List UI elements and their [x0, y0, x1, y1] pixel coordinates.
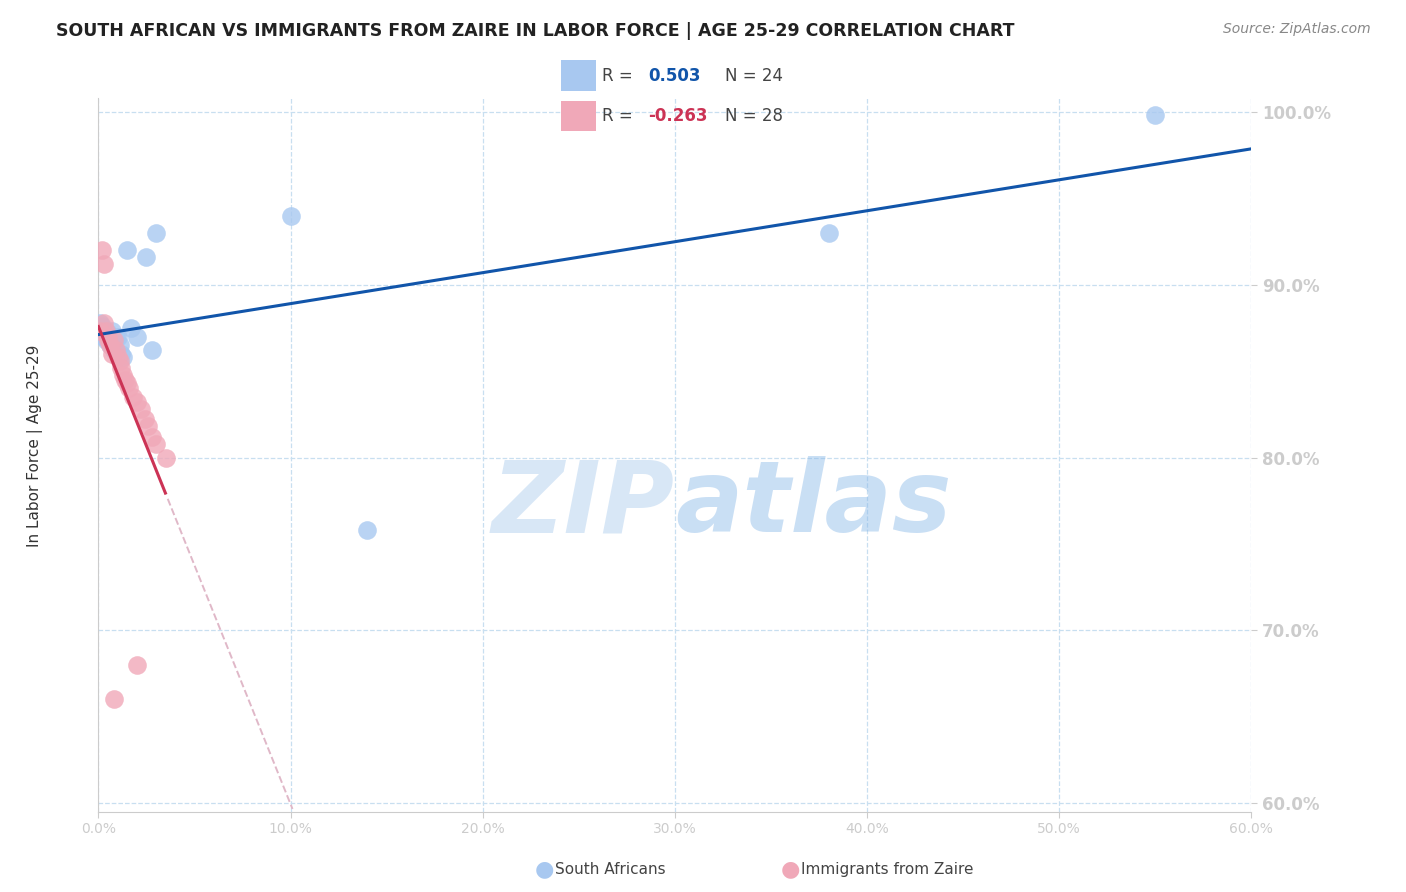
- Point: [145, 226, 167, 240]
- Text: 0.503: 0.503: [648, 67, 702, 85]
- Point: [103, 343, 125, 358]
- Point: [122, 390, 145, 404]
- Point: [134, 412, 156, 426]
- Point: [89, 325, 111, 339]
- Point: [107, 351, 129, 365]
- Point: [89, 316, 111, 330]
- Point: [93, 316, 115, 330]
- Point: [145, 436, 167, 450]
- Point: [103, 692, 125, 706]
- Point: [112, 368, 135, 382]
- Point: [97, 333, 120, 347]
- Point: [104, 343, 127, 358]
- Text: ●: ●: [780, 860, 800, 880]
- Point: [91, 319, 114, 334]
- Point: [135, 250, 157, 264]
- Point: [108, 338, 131, 352]
- Point: [155, 450, 177, 465]
- Point: [93, 257, 115, 271]
- Point: [108, 353, 131, 368]
- Point: [101, 347, 124, 361]
- FancyBboxPatch shape: [561, 101, 596, 131]
- Text: atlas: atlas: [675, 457, 952, 553]
- Text: Immigrants from Zaire: Immigrants from Zaire: [801, 863, 974, 877]
- Point: [110, 347, 132, 361]
- Point: [91, 326, 114, 340]
- Text: ZIP: ZIP: [492, 457, 675, 553]
- Text: In Labor Force | Age 25-29: In Labor Force | Age 25-29: [27, 345, 44, 547]
- Point: [120, 321, 142, 335]
- Point: [117, 243, 138, 257]
- Text: Source: ZipAtlas.com: Source: ZipAtlas.com: [1223, 22, 1371, 37]
- Point: [1144, 108, 1167, 122]
- Point: [103, 333, 125, 347]
- Point: [125, 657, 148, 672]
- Text: N = 28: N = 28: [725, 107, 783, 125]
- Point: [114, 373, 136, 387]
- Point: [138, 419, 160, 434]
- Point: [94, 325, 117, 339]
- Text: ●: ●: [534, 860, 554, 880]
- Text: South Africans: South Africans: [555, 863, 666, 877]
- Point: [117, 376, 138, 391]
- Point: [110, 360, 132, 375]
- Point: [104, 329, 127, 343]
- Point: [129, 402, 152, 417]
- Text: R =: R =: [602, 107, 638, 125]
- Point: [125, 329, 148, 343]
- Point: [125, 395, 148, 409]
- Point: [107, 329, 129, 343]
- Text: SOUTH AFRICAN VS IMMIGRANTS FROM ZAIRE IN LABOR FORCE | AGE 25-29 CORRELATION CH: SOUTH AFRICAN VS IMMIGRANTS FROM ZAIRE I…: [56, 22, 1015, 40]
- Point: [112, 351, 135, 365]
- Point: [98, 338, 121, 352]
- Text: N = 24: N = 24: [725, 67, 783, 85]
- Text: R =: R =: [602, 67, 638, 85]
- Point: [98, 338, 121, 352]
- FancyBboxPatch shape: [561, 61, 596, 91]
- Point: [118, 381, 141, 395]
- Point: [141, 430, 163, 444]
- Point: [94, 333, 117, 347]
- Point: [97, 326, 120, 340]
- Point: [356, 523, 378, 537]
- Point: [93, 329, 115, 343]
- Point: [141, 343, 163, 358]
- Point: [280, 209, 302, 223]
- Point: [91, 243, 114, 257]
- Text: -0.263: -0.263: [648, 107, 709, 125]
- Point: [101, 325, 124, 339]
- Point: [97, 329, 120, 343]
- Point: [817, 226, 839, 240]
